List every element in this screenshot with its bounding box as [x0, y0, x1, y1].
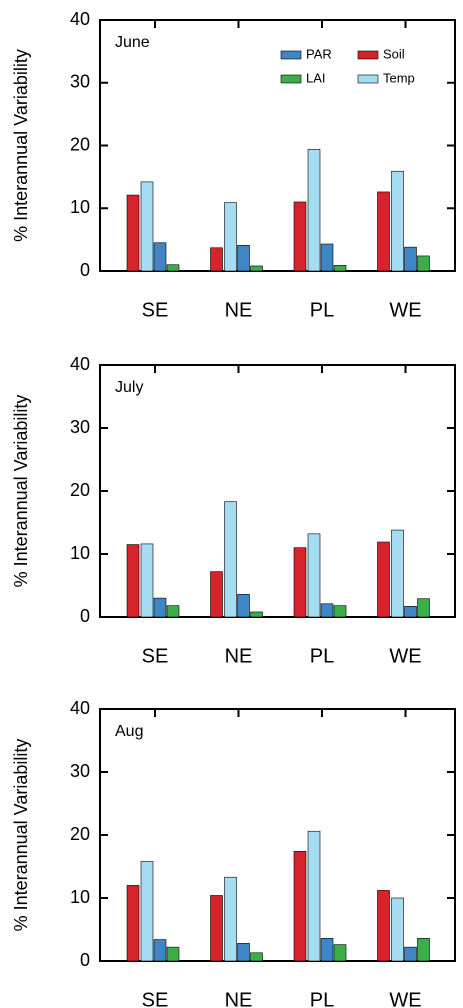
legend-label: Soil [383, 46, 405, 61]
bar [237, 244, 250, 272]
bar [293, 851, 307, 962]
y-tick-label: 20 [70, 480, 90, 500]
bar [224, 876, 237, 962]
x-tick-label: SE [142, 989, 169, 1008]
y-tick-label: 30 [70, 417, 90, 437]
y-tick-label: 0 [80, 260, 90, 280]
bar [140, 181, 154, 272]
bar [417, 598, 430, 618]
bar [391, 170, 404, 272]
legend-label: Temp [383, 70, 415, 85]
bar [250, 611, 263, 618]
y-tick-label: 0 [80, 950, 90, 970]
panel-title: July [115, 379, 143, 396]
y-axis-label: % Interannual Variability [11, 395, 31, 588]
bar [126, 885, 140, 962]
bar [417, 255, 430, 272]
bar [250, 952, 263, 962]
y-tick-label: 30 [70, 72, 90, 92]
bar [320, 938, 334, 962]
bar [153, 242, 167, 272]
bar [250, 265, 263, 272]
bar [166, 605, 180, 618]
bar [404, 246, 417, 272]
bar [166, 264, 180, 272]
bar [320, 243, 334, 272]
y-tick-label: 40 [70, 698, 90, 718]
legend-swatch [357, 74, 379, 84]
y-tick-label: 20 [70, 824, 90, 844]
bar [140, 861, 154, 962]
y-tick-label: 0 [80, 606, 90, 626]
bar [126, 194, 140, 272]
y-tick-label: 20 [70, 134, 90, 154]
bar [293, 547, 307, 618]
y-tick-label: 10 [70, 197, 90, 217]
bar [391, 529, 404, 618]
panel-title: June [115, 34, 150, 51]
bar [307, 533, 321, 618]
bar [377, 191, 390, 272]
bar [224, 202, 237, 272]
bar [237, 943, 250, 962]
bar [333, 265, 347, 272]
y-axis-label: % Interannual Variability [11, 49, 31, 242]
bar [210, 247, 223, 272]
x-tick-label: NE [225, 645, 253, 667]
x-tick-label: PL [310, 299, 334, 321]
x-tick-label: SE [142, 299, 169, 321]
legend-swatch [357, 50, 379, 60]
bar [404, 946, 417, 962]
legend-swatch [280, 50, 302, 60]
legend-label: LAI [306, 70, 326, 85]
y-tick-label: 30 [70, 761, 90, 781]
bar [166, 946, 180, 962]
bar [224, 501, 237, 618]
y-axis-label: % Interannual Variability [11, 739, 31, 932]
bar [293, 201, 307, 272]
x-tick-label: PL [310, 645, 334, 667]
x-tick-label: NE [225, 299, 253, 321]
bar [237, 594, 250, 618]
bar [377, 541, 390, 618]
bar [307, 830, 321, 962]
bar [140, 543, 154, 618]
y-tick-label: 40 [70, 9, 90, 29]
y-tick-label: 10 [70, 543, 90, 563]
x-tick-label: WE [389, 299, 421, 321]
x-tick-label: SE [142, 645, 169, 667]
bar [417, 938, 430, 962]
bar [333, 944, 347, 962]
bar [333, 605, 347, 618]
legend-label: PAR [306, 46, 332, 61]
bar [210, 571, 223, 618]
y-tick-label: 40 [70, 354, 90, 374]
panel-title: Aug [115, 723, 143, 740]
bar [126, 544, 140, 618]
bar [153, 597, 167, 618]
legend-swatch [280, 74, 302, 84]
bar [307, 148, 321, 272]
bar [377, 890, 390, 962]
x-tick-label: NE [225, 989, 253, 1008]
bar [153, 939, 167, 962]
bar [404, 605, 417, 618]
x-tick-label: WE [389, 989, 421, 1008]
x-tick-label: PL [310, 989, 334, 1008]
x-tick-label: WE [389, 645, 421, 667]
y-tick-label: 10 [70, 887, 90, 907]
bar [210, 895, 223, 962]
bar [320, 603, 334, 618]
bar [391, 897, 404, 962]
